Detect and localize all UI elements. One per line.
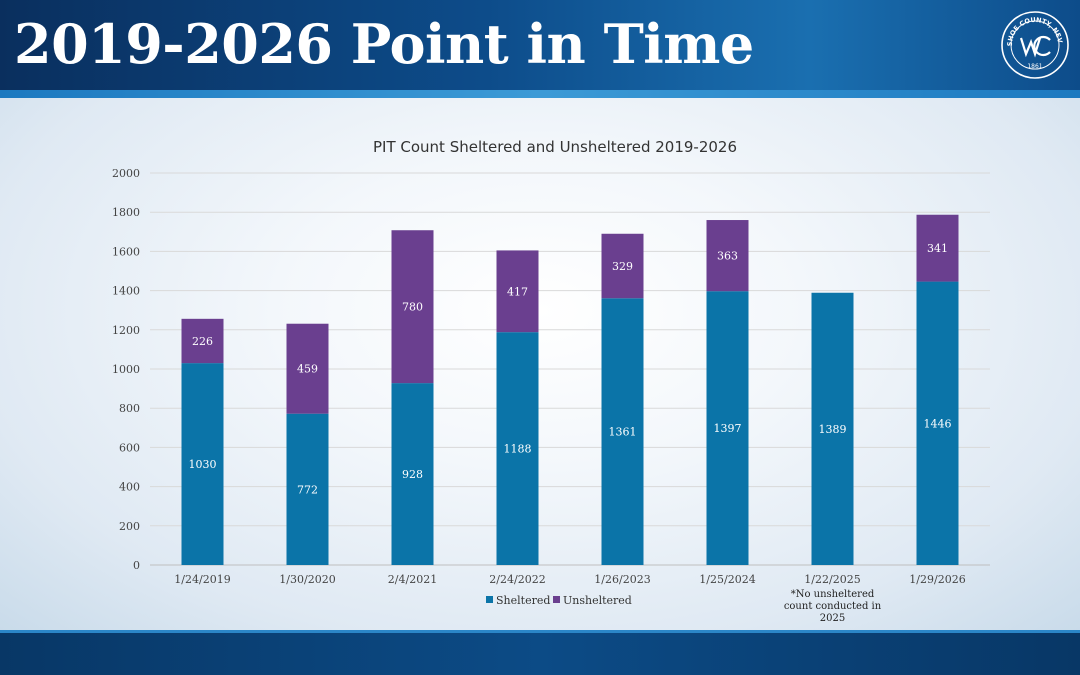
bar-label-sheltered: 1446 (924, 417, 952, 430)
x-tick-label: 1/26/2023 (594, 573, 650, 586)
bar-sheltered (916, 281, 959, 565)
county-seal-logo: WASHOE COUNTY, NEVADA 1861 (1000, 10, 1069, 79)
bar-label-unsheltered: 780 (402, 301, 423, 314)
bar-unsheltered (601, 233, 644, 299)
bar-sheltered (706, 291, 749, 565)
bar-label-unsheltered: 417 (507, 285, 528, 298)
bar-unsheltered (916, 214, 959, 282)
x-tick-label: 1/24/2019 (174, 573, 230, 586)
bar-label-sheltered: 928 (402, 468, 423, 481)
bar-unsheltered (181, 318, 224, 364)
y-tick-label: 2000 (112, 167, 140, 180)
svg-text:1861: 1861 (1027, 63, 1042, 70)
bar-label-unsheltered: 329 (612, 260, 633, 273)
title-bar (0, 0, 1080, 90)
x-tick-label: 1/22/2025 (804, 573, 860, 586)
y-tick-label: 1200 (112, 324, 140, 337)
bar-sheltered (181, 363, 224, 565)
bar-unsheltered (391, 230, 434, 384)
bar-label-unsheltered: 341 (927, 242, 948, 255)
legend-swatch (553, 596, 560, 603)
y-tick-label: 0 (133, 559, 140, 572)
y-tick-label: 1000 (112, 363, 140, 376)
bar-sheltered (601, 298, 644, 565)
bar-sheltered (286, 413, 329, 565)
x-tick-label: 1/25/2024 (699, 573, 755, 586)
legend-label: Unsheltered (563, 594, 632, 607)
x-tick-label: 2/4/2021 (388, 573, 437, 586)
bar-label-sheltered: 1389 (819, 423, 847, 436)
x-tick-label: 1/29/2026 (909, 573, 965, 586)
x-axis-ticks: 1/24/2019 1/30/2020 2/4/2021 2/24/2022 1/26/… (174, 573, 965, 586)
y-axis-ticks: 0 200 400 600 800 1000 1200 1400 1600 1800 2000 (112, 167, 140, 572)
legend-label: Sheltered (496, 594, 550, 607)
y-tick-label: 1800 (112, 206, 140, 219)
legend: Sheltered Unsheltered (486, 594, 632, 607)
y-tick-label: 200 (119, 520, 140, 533)
bar-label-sheltered: 1030 (189, 458, 217, 471)
annotation-line: count conducted in (784, 601, 882, 612)
bar-sheltered (391, 383, 434, 565)
x-tick-label: 2/24/2022 (489, 573, 545, 586)
x-tick-label: 1/30/2020 (279, 573, 335, 586)
bar-label-unsheltered: 363 (717, 250, 738, 263)
y-tick-label: 400 (119, 481, 140, 494)
bar-sheltered (811, 292, 854, 565)
bar-label-sheltered: 1361 (609, 426, 637, 439)
slide-title: 2019-2026 Point in Time (14, 12, 754, 76)
bar-label-sheltered: 772 (297, 483, 318, 496)
gridlines (150, 172, 990, 566)
footer-accent (0, 630, 1080, 633)
y-tick-label: 600 (119, 441, 140, 454)
bar-unsheltered (286, 323, 329, 414)
y-tick-label: 800 (119, 402, 140, 415)
legend-swatch (486, 596, 493, 603)
bar-label-sheltered: 1397 (714, 422, 742, 435)
y-tick-label: 1600 (112, 245, 140, 258)
footer-bar (0, 630, 1080, 675)
chart-panel (0, 98, 1080, 630)
annotation-line: 2025 (820, 613, 845, 624)
bar-label-sheltered: 1188 (504, 443, 532, 456)
title-bar-accent (0, 90, 1080, 98)
annotation-line: *No unsheltered (791, 589, 875, 600)
bar-sheltered (496, 332, 539, 565)
chart-title: PIT Count Sheltered and Unsheltered 2019… (373, 138, 737, 156)
bar-unsheltered (496, 250, 539, 333)
bar-label-unsheltered: 459 (297, 363, 318, 376)
bars: 1030 226 772 459 928 780 1188 417 1361 329 1397 363… (181, 214, 959, 565)
bar-label-unsheltered: 226 (192, 335, 213, 348)
bar-unsheltered (706, 220, 749, 292)
y-tick-label: 1400 (112, 285, 140, 298)
